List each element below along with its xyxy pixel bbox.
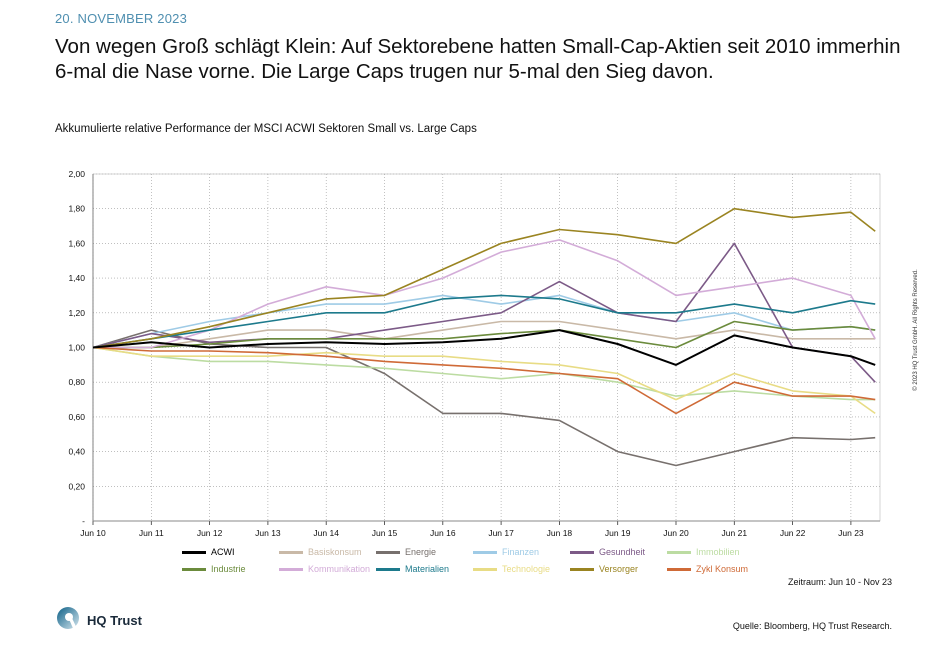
legend-swatch bbox=[473, 550, 497, 554]
legend-label: Materialien bbox=[405, 564, 450, 574]
legend-swatch bbox=[182, 567, 206, 571]
y-tick-label: 2,00 bbox=[68, 169, 85, 179]
legend-swatch bbox=[376, 550, 400, 554]
series-line-energie bbox=[92, 329, 876, 467]
x-tick-label: Jun 23 bbox=[838, 528, 864, 538]
legend-swatch bbox=[570, 550, 594, 554]
legend-item: ACWI bbox=[182, 547, 279, 557]
x-tick-label: Jun 12 bbox=[197, 528, 223, 538]
legend-label: Immobilien bbox=[696, 547, 740, 557]
legend-swatch bbox=[473, 567, 497, 571]
legend-label: Zykl Konsum bbox=[696, 564, 749, 574]
legend-label: Technologie bbox=[502, 564, 551, 574]
legend-item: Industrie bbox=[182, 564, 279, 574]
legend-label: Industrie bbox=[211, 564, 246, 574]
legend-swatch bbox=[279, 550, 303, 554]
series-line-industrie bbox=[93, 320, 876, 349]
x-tick-label: Jun 17 bbox=[488, 528, 514, 538]
legend-label: ACWI bbox=[211, 547, 235, 557]
x-tick-label: Jun 14 bbox=[313, 528, 339, 538]
x-tick-label: Jun 11 bbox=[139, 528, 164, 538]
series-line-technologie bbox=[92, 346, 876, 415]
x-tick-label: Jun 15 bbox=[372, 528, 398, 538]
y-tick-label: - bbox=[82, 516, 85, 526]
y-tick-label: 1,00 bbox=[68, 343, 85, 353]
y-tick-label: 1,40 bbox=[68, 273, 85, 283]
legend-item: Materialien bbox=[376, 564, 473, 574]
chart-title: Akkumulierte relative Performance der MS… bbox=[55, 123, 477, 135]
legend-item: Kommunikation bbox=[279, 564, 376, 574]
headline: Von wegen Groß schlägt Klein: Auf Sektor… bbox=[55, 35, 901, 83]
legend-swatch bbox=[667, 567, 691, 571]
legend-label: Gesundheit bbox=[599, 547, 646, 557]
legend-swatch bbox=[570, 567, 594, 571]
logo-icon bbox=[57, 607, 79, 633]
x-tick-label: Jun 16 bbox=[430, 528, 456, 538]
report-date: 20. NOVEMBER 2023 bbox=[55, 11, 188, 26]
legend: ACWI Basiskonsum Energie Finanzen Gesundheit… bbox=[182, 547, 764, 574]
y-tick-label: 1,80 bbox=[68, 204, 85, 214]
x-tick-label: Jun 19 bbox=[605, 528, 631, 538]
legend-item: Gesundheit bbox=[570, 547, 667, 557]
y-tick-label: 0,20 bbox=[68, 481, 85, 491]
series-line-zykl-konsum bbox=[92, 346, 876, 415]
legend-swatch bbox=[182, 550, 206, 554]
y-tick-label: 0,60 bbox=[68, 412, 85, 422]
series-line-versorger bbox=[92, 207, 876, 349]
series-line-kommunikation bbox=[93, 239, 876, 349]
legend-label: Energie bbox=[405, 547, 437, 557]
series-line-finanzen bbox=[92, 294, 876, 349]
x-tick-label: Jun 22 bbox=[780, 528, 806, 538]
legend-swatch bbox=[667, 550, 691, 554]
legend-item: Finanzen bbox=[473, 547, 570, 557]
legend-label: Finanzen bbox=[502, 547, 540, 557]
y-tick-label: 0,40 bbox=[68, 447, 85, 457]
x-tick-label: Jun 13 bbox=[255, 528, 281, 538]
series-line-basiskonsum bbox=[93, 320, 876, 349]
legend-item: Energie bbox=[376, 547, 473, 557]
hq-trust-logo: HQ Trust bbox=[55, 606, 142, 634]
legend-label: Basiskonsum bbox=[308, 547, 362, 557]
legend-item: Versorger bbox=[570, 564, 667, 574]
period-note: Zeitraum: Jun 10 - Nov 23 bbox=[787, 577, 892, 587]
x-tick-label: Jun 18 bbox=[547, 528, 573, 538]
y-tick-label: 0,80 bbox=[68, 377, 85, 387]
legend-swatch bbox=[376, 567, 400, 571]
legend-swatch bbox=[279, 567, 303, 571]
logo-text: HQ Trust bbox=[87, 612, 142, 628]
x-tick-label: Jun 10 bbox=[80, 528, 106, 538]
legend-label: Kommunikation bbox=[308, 564, 371, 574]
series-line-immobilien bbox=[92, 346, 876, 401]
x-tick-label: Jun 20 bbox=[663, 528, 689, 538]
legend-item: Basiskonsum bbox=[279, 547, 376, 557]
legend-item: Zykl Konsum bbox=[667, 564, 764, 574]
y-tick-label: 1,20 bbox=[68, 308, 85, 318]
source-note: Quelle: Bloomberg, HQ Trust Research. bbox=[732, 621, 892, 631]
series-line-materialien bbox=[92, 294, 876, 349]
x-tick-label: Jun 21 bbox=[722, 528, 748, 538]
series-line-acwi bbox=[92, 329, 876, 366]
legend-label: Versorger bbox=[599, 564, 639, 574]
legend-item: Technologie bbox=[473, 564, 570, 574]
legend-item: Immobilien bbox=[667, 547, 764, 557]
series-line-gesundheit bbox=[92, 242, 876, 383]
y-tick-label: 1,60 bbox=[68, 238, 85, 248]
